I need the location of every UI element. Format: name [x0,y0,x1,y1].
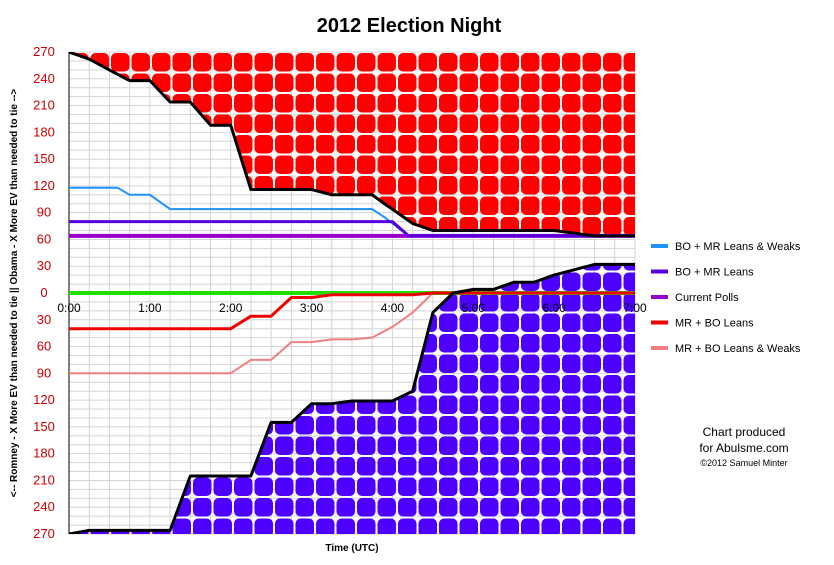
y-tick-label: 90 [37,205,51,220]
series-line-mr-bo-leans-weaks [69,292,635,375]
y-tick-label: 30 [37,312,51,327]
credit-line-2: for Abulsme.com [699,441,788,455]
legend-label: MR + BO Leans & Weaks [675,343,801,355]
y-tick-label: 240 [33,499,55,514]
legend-label: BO + MR Leans [675,267,754,279]
area-fills [69,52,635,534]
x-tick-label: 5:00 [462,301,486,315]
x-tick-label: 0:00 [57,301,81,315]
x-tick-label: 1:00 [138,301,162,315]
obama-lead-area [69,52,635,236]
x-axis-ticks: 0:00 1:00 2:00 3:00 4:00 5:00 6:00 7:00 [57,301,647,315]
y-tick-label: 150 [33,419,55,434]
y-tick-label: 210 [33,98,55,113]
legend-label: MR + BO Leans [675,318,754,330]
y-tick-label: 180 [33,446,55,461]
credit-line-3: ©2012 Samuel Minter [700,458,787,468]
x-tick-label: 6:00 [542,301,566,315]
series-line-mr-bo-leans [69,291,635,331]
y-axis-label: <-- Romney - X More EV than needed to ti… [9,89,20,498]
x-tick-label: 2:00 [219,301,243,315]
y-tick-label: 240 [33,71,55,86]
y-axis-ticks: 270 240 210 180 150 120 90 60 30 0 30 60 90 120 150 180… [33,44,55,541]
y-tick-label: 150 [33,151,55,166]
y-tick-label: 270 [33,44,55,59]
legend-label: BO + MR Leans & Weaks [675,241,801,253]
x-tick-label: 7:00 [623,301,647,315]
series-line-bo-mr-leans [69,220,635,238]
credit-line-1: Chart produced [703,425,786,439]
chart-title: 2012 Election Night [317,15,502,37]
y-tick-label: 120 [33,178,55,193]
y-tick-label: 0 [40,285,47,300]
series-lines [69,52,635,534]
x-tick-label: 3:00 [300,301,324,315]
series-line-romney-margin [69,262,635,534]
y-tick-label: 120 [33,392,55,407]
legend-label: Current Polls [675,292,739,304]
y-tick-label: 210 [33,472,55,487]
x-axis-label: Time (UTC) [325,543,378,554]
y-tick-label: 90 [37,365,51,380]
y-tick-label: 60 [37,339,51,354]
y-tick-label: 60 [37,231,51,246]
y-tick-label: 30 [37,258,51,273]
x-tick-label: 4:00 [381,301,405,315]
series-line-obama-margin [69,52,635,238]
legend: BO + MR Leans & Weaks BO + MR Leans Curren… [651,241,801,355]
romney-lead-area [69,264,635,534]
y-tick-label: 180 [33,124,55,139]
y-tick-label: 270 [33,526,55,541]
